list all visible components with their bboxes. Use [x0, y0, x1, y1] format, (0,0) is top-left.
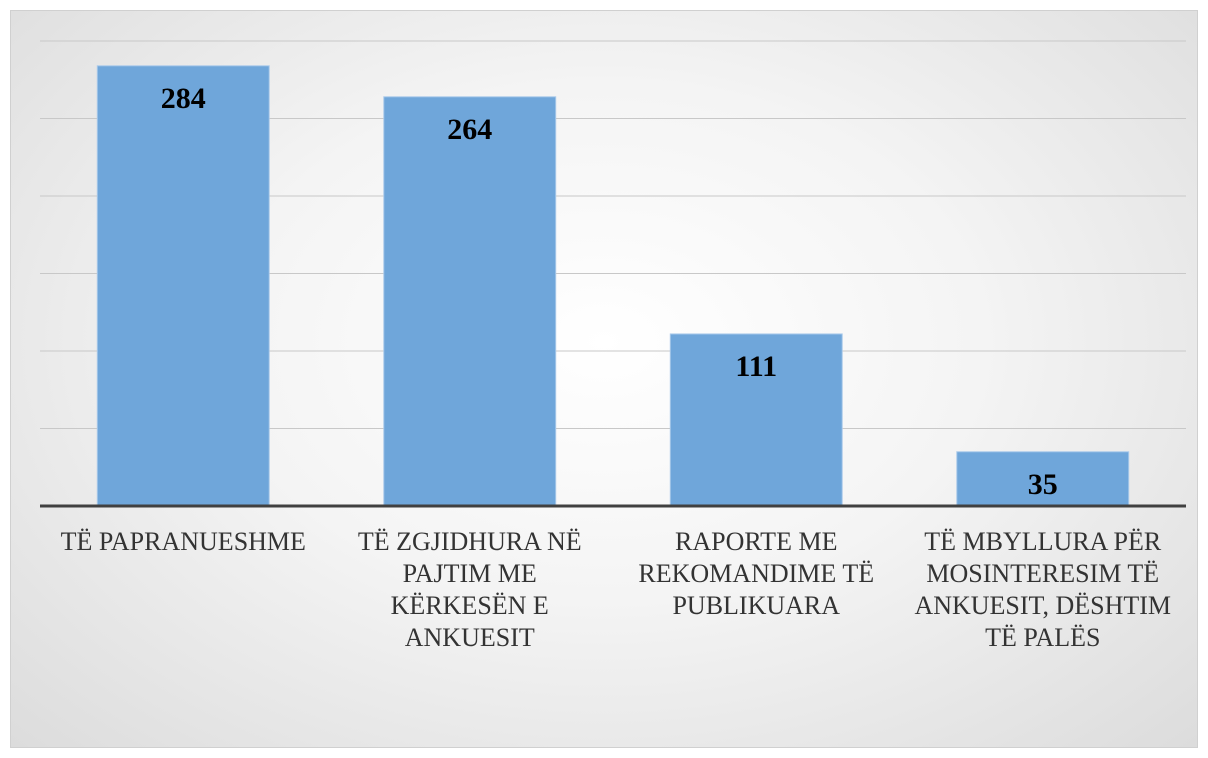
data-label: 35: [1028, 468, 1058, 501]
x-tick-label: RAPORTE ME REKOMANDIME TË PUBLIKUARA: [638, 527, 875, 620]
bar: [956, 451, 1130, 507]
data-label: 284: [161, 82, 206, 115]
x-tick-label: TË MBYLLURA PËR MOSINTERESIM TË ANKUESIT…: [914, 527, 1172, 652]
bar: [669, 333, 843, 507]
data-label: 111: [735, 350, 777, 383]
data-label: 264: [447, 113, 492, 146]
x-tick-label: TË PAPRANUESHME: [60, 527, 306, 556]
bar: [96, 65, 270, 507]
x-tick-label: TË ZGJIDHURA NË PAJTIM ME KËRKESËN E ANK…: [357, 527, 582, 652]
bar: [383, 96, 557, 507]
